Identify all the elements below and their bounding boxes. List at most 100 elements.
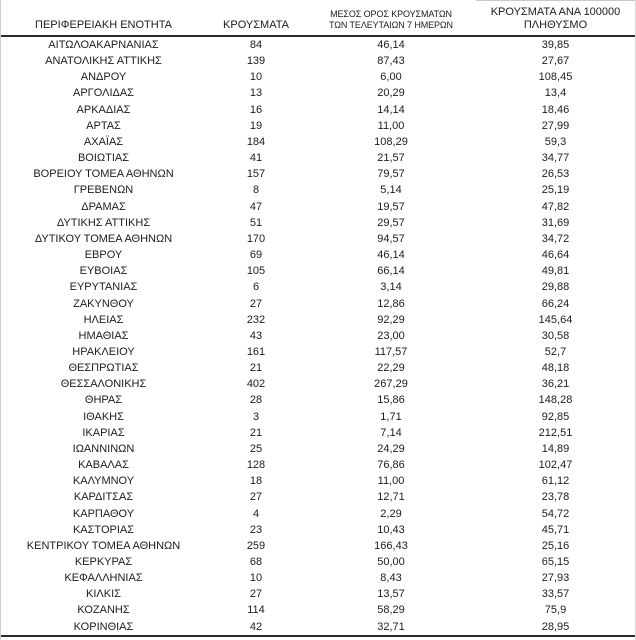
table-row: ΚΕΝΤΡΙΚΟΥ ΤΟΜΕΑ ΑΘΗΝΩΝ 259 166,43 25,16 xyxy=(1,538,635,554)
table-row: ΓΡΕΒΕΝΩΝ 8 5,14 25,19 xyxy=(1,182,635,198)
table-row: ΑΡΤΑΣ 19 11,00 27,99 xyxy=(1,118,635,134)
table-row: ΔΥΤΙΚΗΣ ΑΤΤΙΚΗΣ 51 29,57 31,69 xyxy=(1,215,635,231)
cases-cell: 161 xyxy=(246,345,266,358)
cases-cell: 10 xyxy=(249,71,263,84)
cases-per-100k-cell: 33,57 xyxy=(541,588,570,601)
table-header-row: ΠΕΡΙΦΕΡΕΙΑΚΗ ΕΝΟΤΗΤΑ ΚΡΟΥΣΜΑΤΑ ΜΕΣΟΣ ΟΡΟ… xyxy=(1,0,635,37)
cases-per-100k-cell: 23,78 xyxy=(541,491,570,504)
table-row: ΘΕΣΠΡΩΤΙΑΣ 21 22,29 48,18 xyxy=(1,360,635,376)
cases-cell: 21 xyxy=(249,362,263,375)
cases-per-100k-cell: 61,12 xyxy=(541,475,570,488)
cases-per-100k-cell: 66,24 xyxy=(541,297,570,310)
cases-cell: 21 xyxy=(249,426,263,439)
table-row: ΚΟΡΙΝΘΙΑΣ 42 32,71 28,95 xyxy=(1,619,635,635)
cases-per-100k-cell: 27,67 xyxy=(541,55,570,68)
cases-per-100k-cell: 65,15 xyxy=(541,556,570,568)
region-name-cell: ΙΩΑΝΝΙΝΩΝ xyxy=(72,442,135,455)
region-name-cell: ΑΡΤΑΣ xyxy=(86,119,121,132)
avg-7day-cases-cell: 7,14 xyxy=(380,426,402,439)
table-row: ΑΙΤΩΛΟΑΚΑΡΝΑΝΙΑΣ 84 46,14 39,85 xyxy=(1,37,635,53)
region-name-cell: ΔΥΤΙΚΟΥ ΤΟΜΕΑ ΑΘΗΝΩΝ xyxy=(34,232,173,245)
region-name-cell: ΕΥΒΟΙΑΣ xyxy=(79,265,128,278)
table-row: ΙΘΑΚΗΣ 3 1,71 92,85 xyxy=(1,409,635,425)
avg-7day-cases-cell: 15,86 xyxy=(377,394,405,407)
cases-cell: 3 xyxy=(252,410,260,423)
cases-per-100k-cell: 27,99 xyxy=(541,119,570,132)
cases-per-100k-cell: 29,88 xyxy=(541,281,570,294)
cases-cell: 27 xyxy=(249,491,263,504)
region-name-cell: ΚΑΣΤΟΡΙΑΣ xyxy=(72,523,135,536)
column-header-line: ΤΩΝ ΤΕΛΕΥΤΑΙΩΝ 7 ΗΜΕΡΩΝ xyxy=(329,20,453,30)
table-row: ΙΚΑΡΙΑΣ 21 7,14 212,51 xyxy=(1,425,635,441)
region-name-cell: ΑΧΑΪΑΣ xyxy=(83,135,124,148)
cases-cell: 41 xyxy=(249,152,263,165)
avg-7day-cases-cell: 108,29 xyxy=(374,135,408,148)
region-name-cell: ΚΑΡΔΙΤΣΑΣ xyxy=(73,491,134,504)
cases-cell: 18 xyxy=(249,475,263,488)
table-row: ΒΟΡΕΙΟΥ ΤΟΜΕΑ ΑΘΗΝΩΝ 157 79,57 26,53 xyxy=(1,166,635,182)
region-name-cell: ΔΥΤΙΚΗΣ ΑΤΤΙΚΗΣ xyxy=(56,216,151,229)
avg-7day-cases-cell: 66,14 xyxy=(377,265,405,278)
cases-per-100k-cell: 45,71 xyxy=(541,523,570,536)
cases-per-100k-cell: 27,93 xyxy=(541,572,570,585)
cases-cell: 6 xyxy=(252,281,260,294)
table-row: ΑΡΓΟΛΙΔΑΣ 13 20,29 13,4 xyxy=(1,85,635,101)
cases-per-100k-cell: 14,89 xyxy=(541,442,570,455)
avg-7day-cases-cell: 58,29 xyxy=(377,604,405,617)
cases-per-100k-cell: 36,21 xyxy=(541,378,570,391)
table-row: ΑΝΔΡΟΥ 10 6,00 108,45 xyxy=(1,69,635,85)
cases-cell: 232 xyxy=(246,313,266,326)
region-name-cell: ΙΘΑΚΗΣ xyxy=(83,410,124,423)
avg-7day-cases-cell: 92,29 xyxy=(377,313,405,326)
cases-cell: 259 xyxy=(246,539,266,552)
table-row: ΗΜΑΘΙΑΣ 43 23,00 30,58 xyxy=(1,328,635,344)
region-name-cell: ΒΟΡΕΙΟΥ ΤΟΜΕΑ ΑΘΗΝΩΝ xyxy=(33,168,174,181)
cases-per-100k-cell: 145,64 xyxy=(538,313,573,326)
cases-per-100k-cell: 46,64 xyxy=(541,249,570,262)
cases-per-100k-cell: 13,4 xyxy=(544,87,567,100)
cases-per-100k-cell: 18,46 xyxy=(541,103,570,116)
cases-cell: 170 xyxy=(246,232,266,245)
avg-7day-cases-cell: 32,71 xyxy=(377,620,405,633)
cases-per-100k-cell: 25,16 xyxy=(541,539,570,552)
cases-per-100k-cell: 54,72 xyxy=(541,507,570,520)
cases-cell: 105 xyxy=(246,265,266,278)
cases-per-100k-cell: 108,45 xyxy=(538,71,573,84)
cases-cell: 13 xyxy=(249,87,263,100)
region-name-cell: ΘΕΣΣΑΛΟΝΙΚΗΣ xyxy=(60,378,147,391)
region-name-cell: ΚΑΡΠΑΘΟΥ xyxy=(72,507,135,520)
cases-per-100k-cell: 212,51 xyxy=(538,426,573,439)
region-name-cell: ΕΒΡΟΥ xyxy=(84,249,123,262)
avg-7day-cases-cell: 50,00 xyxy=(377,556,405,568)
cases-cell: 114 xyxy=(247,604,265,617)
avg-7day-cases-cell: 23,00 xyxy=(377,329,405,342)
cases-per-100k-cell: 26,53 xyxy=(541,168,570,181)
region-name-cell: ΕΥΡΥΤΑΝΙΑΣ xyxy=(69,281,138,294)
region-name-cell: ΑΝΑΤΟΛΙΚΗΣ ΑΤΤΙΚΗΣ xyxy=(45,55,162,68)
region-name-cell: ΚΕΡΚΥΡΑΣ xyxy=(74,556,133,568)
avg-7day-cases-cell: 6,00 xyxy=(380,71,402,84)
region-name-cell: ΗΡΑΚΛΕΙΟΥ xyxy=(72,345,135,358)
table-row: ΔΡΑΜΑΣ 47 19,57 47,82 xyxy=(1,199,635,215)
region-name-cell: ΚΑΒΑΛΑΣ xyxy=(78,459,129,472)
table-row: ΚΑΡΔΙΤΣΑΣ 27 12,71 23,78 xyxy=(1,489,635,505)
region-name-cell: ΑΡΓΟΛΙΔΑΣ xyxy=(73,87,134,100)
avg-7day-cases-cell: 24,29 xyxy=(377,442,405,455)
region-name-cell: ΑΡΚΑΔΙΑΣ xyxy=(76,103,131,116)
cases-cell: 68 xyxy=(249,556,263,568)
region-name-cell: ΒΟΙΩΤΙΑΣ xyxy=(77,152,130,165)
table-row: ΙΩΑΝΝΙΝΩΝ 25 24,29 14,89 xyxy=(1,441,635,457)
region-name-cell: ΚΟΡΙΝΘΙΑΣ xyxy=(73,620,134,633)
table-row: ΚΕΡΚΥΡΑΣ 68 50,00 65,15 xyxy=(1,554,635,570)
avg-7day-cases-cell: 166,43 xyxy=(374,539,408,552)
cases-per-100k-cell: 31,69 xyxy=(541,216,570,229)
cases-cell: 19 xyxy=(249,119,263,132)
cases-per-100k-cell: 28,95 xyxy=(541,620,570,633)
table-body: ΑΙΤΩΛΟΑΚΑΡΝΑΝΙΑΣ 84 46,14 39,85 ΑΝΑΤΟΛΙΚ… xyxy=(1,37,635,637)
cases-cell: 139 xyxy=(246,55,266,68)
table-row: ΖΑΚΥΝΘΟΥ 27 12,86 66,24 xyxy=(1,296,635,312)
cases-cell: 51 xyxy=(249,216,263,229)
cases-per-100k-cell: 52,7 xyxy=(544,345,567,358)
avg-7day-cases-cell: 46,14 xyxy=(377,249,405,262)
avg-7day-cases-cell: 12,71 xyxy=(377,491,405,504)
